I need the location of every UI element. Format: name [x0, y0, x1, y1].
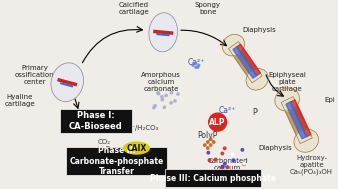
- Circle shape: [221, 166, 223, 169]
- Circle shape: [193, 62, 195, 64]
- FancyBboxPatch shape: [165, 169, 261, 187]
- Text: Ca²⁺: Ca²⁺: [219, 106, 236, 115]
- Polygon shape: [228, 42, 262, 83]
- Text: CAIX: CAIX: [126, 144, 147, 153]
- Text: Phase II:
Carbonate-phosphate
Transfer: Phase II: Carbonate-phosphate Transfer: [70, 146, 164, 176]
- Circle shape: [161, 96, 163, 98]
- Circle shape: [197, 66, 199, 68]
- Circle shape: [223, 147, 226, 150]
- Circle shape: [221, 165, 224, 168]
- Circle shape: [163, 106, 166, 108]
- Text: PolyP: PolyP: [197, 131, 218, 140]
- Ellipse shape: [51, 63, 83, 101]
- Text: Phase I:
CA-Bioseed: Phase I: CA-Bioseed: [69, 112, 123, 131]
- Circle shape: [177, 93, 179, 95]
- Circle shape: [157, 92, 159, 94]
- Circle shape: [207, 141, 209, 143]
- Text: Diaphysis: Diaphysis: [258, 145, 292, 151]
- Polygon shape: [281, 97, 312, 144]
- FancyBboxPatch shape: [66, 147, 167, 175]
- Text: Carbonated
calcium
phosphate: Carbonated calcium phosphate: [207, 158, 248, 178]
- Circle shape: [232, 159, 235, 162]
- Circle shape: [195, 62, 197, 64]
- Circle shape: [153, 106, 155, 109]
- Text: Calcified
cartilage: Calcified cartilage: [118, 2, 149, 15]
- Circle shape: [210, 138, 212, 140]
- Circle shape: [221, 152, 224, 155]
- Ellipse shape: [222, 34, 244, 56]
- Text: ALP: ALP: [209, 118, 226, 127]
- Circle shape: [198, 64, 200, 66]
- Polygon shape: [237, 44, 261, 76]
- Ellipse shape: [294, 129, 318, 152]
- FancyBboxPatch shape: [61, 109, 131, 133]
- Circle shape: [174, 100, 176, 102]
- Circle shape: [161, 98, 164, 101]
- Circle shape: [195, 66, 197, 68]
- Circle shape: [170, 91, 173, 94]
- Circle shape: [223, 163, 226, 165]
- Circle shape: [213, 155, 216, 157]
- Circle shape: [165, 94, 167, 97]
- Text: Diaphysis: Diaphysis: [242, 27, 276, 33]
- Circle shape: [170, 102, 172, 104]
- Ellipse shape: [246, 69, 268, 90]
- Circle shape: [214, 158, 217, 161]
- Text: Spongy
bone: Spongy bone: [195, 2, 221, 15]
- Circle shape: [207, 151, 210, 154]
- Ellipse shape: [275, 88, 299, 111]
- Ellipse shape: [124, 142, 149, 154]
- Circle shape: [203, 144, 206, 146]
- Circle shape: [154, 105, 156, 107]
- Circle shape: [213, 141, 215, 143]
- Text: Pᴵ: Pᴵ: [252, 108, 258, 117]
- Text: Hyaline
cartilage: Hyaline cartilage: [4, 94, 35, 107]
- Circle shape: [243, 163, 245, 166]
- Circle shape: [210, 144, 212, 146]
- Polygon shape: [233, 47, 257, 78]
- Ellipse shape: [149, 13, 177, 52]
- Circle shape: [226, 166, 228, 169]
- Polygon shape: [290, 100, 311, 137]
- Text: CO₂
H₂O: CO₂ H₂O: [97, 139, 111, 152]
- Text: Epiphysis: Epiphysis: [324, 97, 338, 103]
- Circle shape: [207, 147, 209, 149]
- Polygon shape: [286, 102, 307, 139]
- Text: Amorphous
calcium
carbonate: Amorphous calcium carbonate: [141, 72, 181, 92]
- Circle shape: [243, 162, 245, 165]
- Text: Hydroxy-
apatite
Ca₅(PO₄)₃OH: Hydroxy- apatite Ca₅(PO₄)₃OH: [290, 155, 333, 175]
- Circle shape: [241, 149, 244, 151]
- Circle shape: [209, 113, 226, 131]
- Text: Ca²⁺: Ca²⁺: [187, 58, 204, 67]
- Circle shape: [192, 64, 194, 66]
- Text: Epiphyseal
plate
cartilage: Epiphyseal plate cartilage: [268, 72, 306, 92]
- Text: Phase III: Calcium phosphate: Phase III: Calcium phosphate: [150, 174, 276, 183]
- Text: HCO₃⁻/H₂CO₃: HCO₃⁻/H₂CO₃: [114, 125, 159, 131]
- Circle shape: [158, 92, 160, 95]
- Circle shape: [231, 153, 234, 156]
- Circle shape: [208, 159, 211, 161]
- Text: Primary
ossification
center: Primary ossification center: [15, 65, 54, 85]
